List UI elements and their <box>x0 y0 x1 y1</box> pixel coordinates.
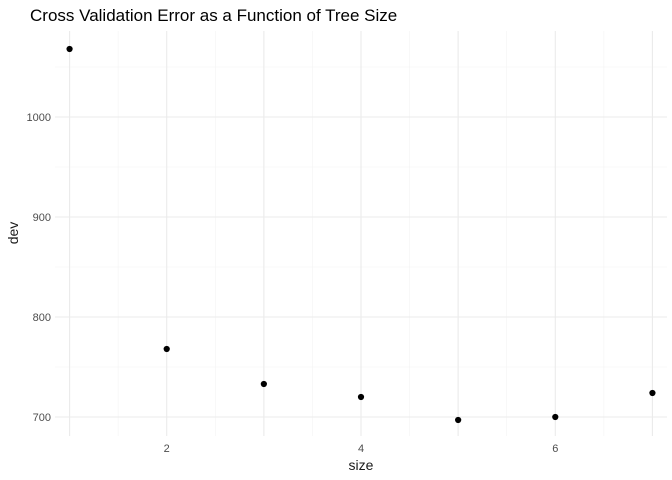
y-tick-label: 800 <box>33 312 51 324</box>
data-point <box>455 416 462 424</box>
data-point <box>357 393 365 401</box>
data-point <box>552 413 559 421</box>
x-tick-label: 2 <box>164 443 170 455</box>
chart-title: Cross Validation Error as a Function of … <box>30 6 397 25</box>
data-point <box>260 380 267 388</box>
y-tick-label: 700 <box>33 412 51 424</box>
grid-major-lines <box>55 31 667 436</box>
x-tick-label: 4 <box>358 443 364 455</box>
data-point <box>66 45 73 53</box>
y-tick-label: 1000 <box>27 112 51 124</box>
x-tick-labels: 2 4 6 <box>164 443 559 455</box>
y-tick-label: 900 <box>33 212 51 224</box>
data-point <box>649 389 656 397</box>
x-tick-label: 6 <box>552 443 558 455</box>
y-axis-title: dev <box>5 222 21 245</box>
x-axis-title: size <box>349 457 374 473</box>
y-tick-labels: 700 800 900 1000 <box>27 112 51 424</box>
data-point <box>163 345 170 353</box>
data-points <box>66 45 656 424</box>
